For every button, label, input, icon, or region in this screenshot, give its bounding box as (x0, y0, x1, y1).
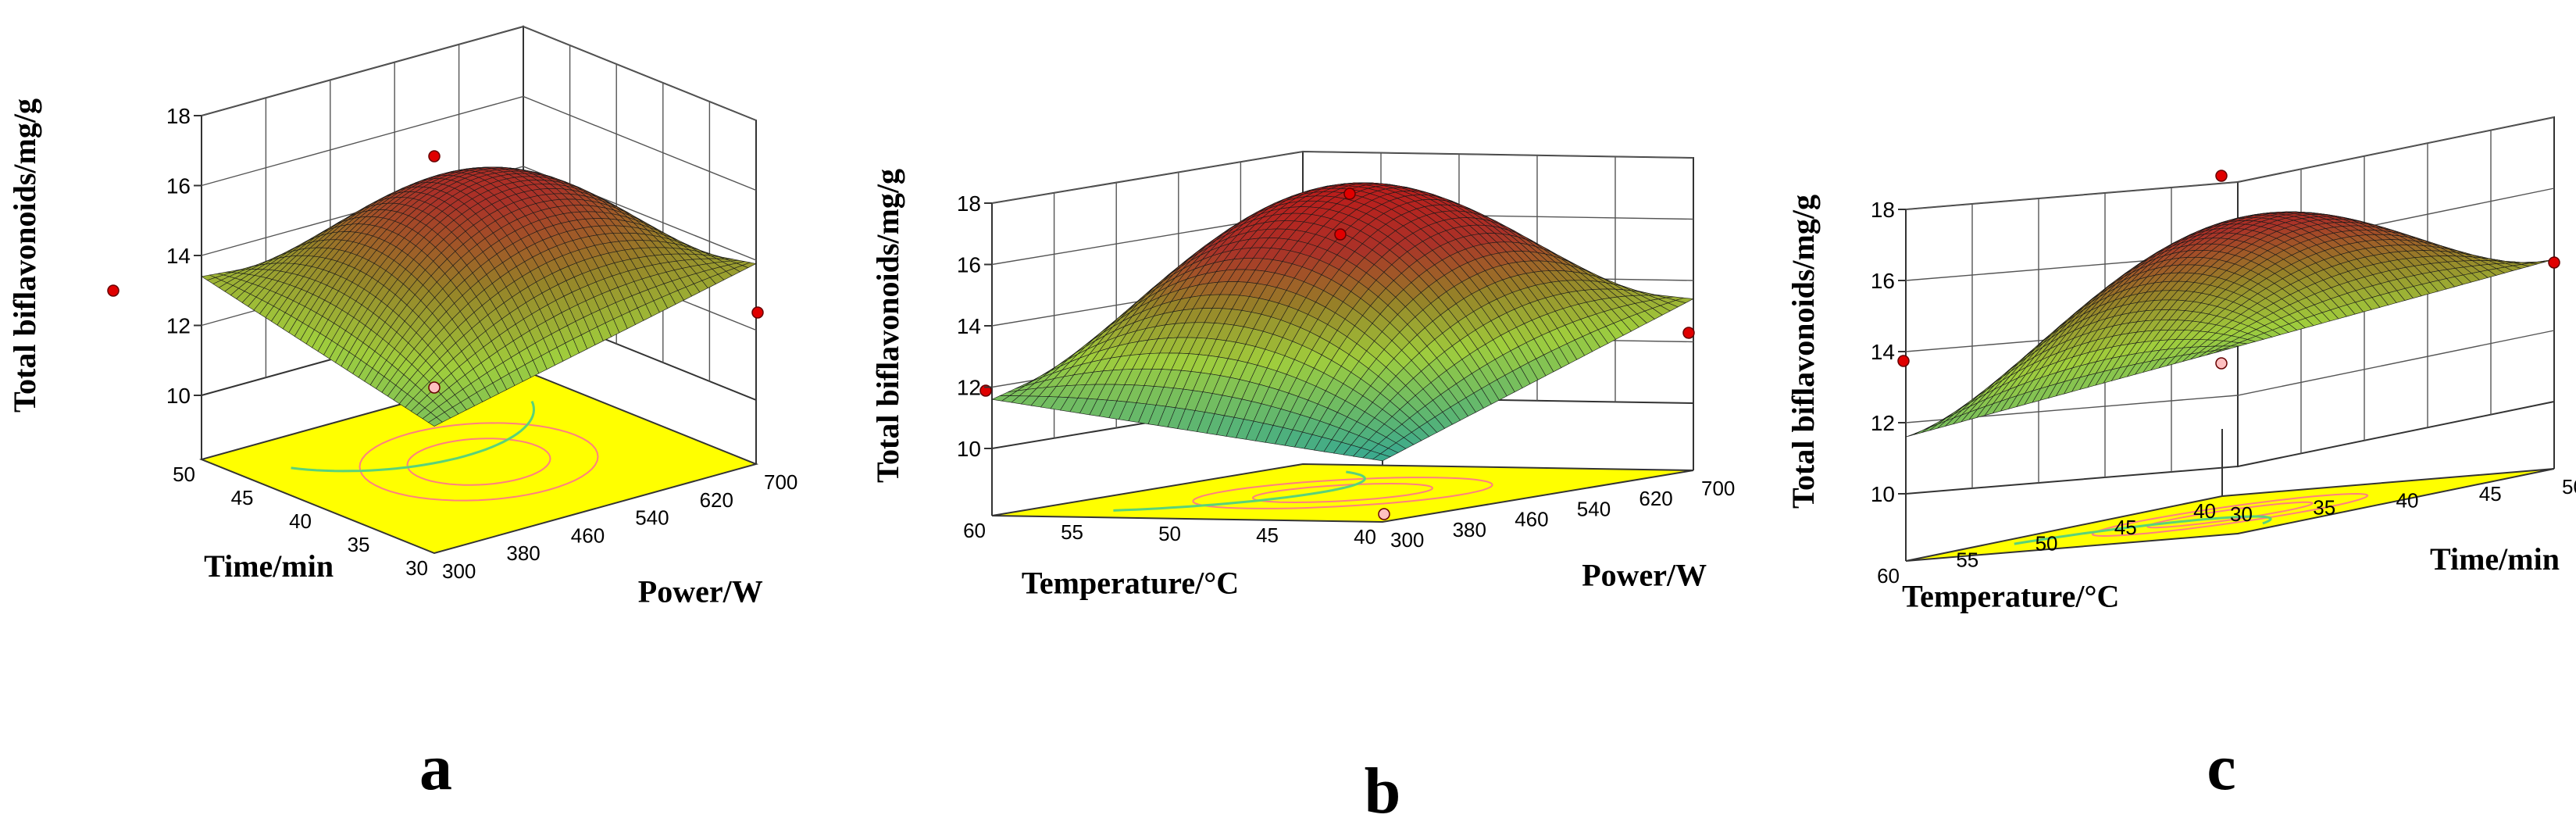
design-point (2215, 357, 2228, 370)
design-point (107, 284, 120, 297)
y-axis-label: Time/min (2430, 541, 2560, 577)
contour-line (291, 401, 536, 473)
response-surface (201, 166, 757, 427)
wall-gridline-z (1905, 116, 2555, 210)
z-tick-label: 16 (957, 253, 981, 277)
x-tick-label: 50 (173, 463, 195, 486)
design-point (2215, 170, 2228, 182)
y-tick-label: 300 (442, 559, 476, 583)
surface-cell (427, 416, 443, 427)
x-tick-label: 45 (2114, 516, 2137, 539)
z-tick-label: 14 (957, 314, 981, 338)
z-tick-label: 12 (166, 314, 191, 338)
x-axis-label: Temperature/°C (1902, 579, 2119, 614)
x-tick-label: 60 (1877, 564, 1900, 588)
x-tick-label: 60 (963, 519, 986, 542)
base-plane (1905, 468, 2555, 562)
y-axis-label: Power/W (638, 573, 763, 609)
y-tick-label: 40 (2396, 489, 2419, 513)
design-point (1334, 228, 1347, 241)
wall-gridline-z (201, 95, 757, 191)
surface-chart-c: 10 12 14 16 18 Total biflavonoids/mg/g 40 45 50 5… (1786, 116, 2576, 804)
y-tick-label: 620 (1639, 487, 1672, 510)
panel-label: c (2207, 731, 2235, 804)
x-tick-label: 45 (1256, 523, 1279, 547)
y-tick-label: 620 (700, 488, 733, 512)
x-tick-label: 50 (2035, 532, 2058, 556)
wall-gridline-z (1905, 330, 2555, 423)
z-tick-label: 10 (1871, 482, 1895, 506)
y-tick-label: 380 (1453, 518, 1486, 541)
z-tick-label: 14 (1871, 340, 1895, 364)
design-point (1897, 355, 1910, 367)
x-tick-label: 50 (1158, 522, 1181, 545)
z-tick-label: 18 (166, 104, 191, 128)
y-tick-label: 380 (506, 541, 540, 565)
design-point (1378, 508, 1390, 520)
z-tick-label: 14 (166, 244, 191, 268)
design-point (428, 381, 441, 394)
design-point (1343, 188, 1356, 200)
y-tick-label: 700 (1701, 477, 1735, 500)
response-surface (1905, 211, 2555, 438)
surface-cell (1372, 453, 1391, 462)
z-tick-label: 18 (1871, 198, 1895, 222)
z-tick-label: 10 (957, 437, 981, 461)
x-tick-label: 55 (1061, 520, 1083, 544)
contour-line (1113, 470, 1366, 512)
y-tick-label: 700 (764, 470, 797, 494)
x-axis-label: Temperature/°C (1022, 566, 1239, 601)
z-axis-label: Total biflavonoids/mg/g (870, 169, 905, 483)
z-axis-label: Total biflavonoids/mg/g (1786, 195, 1821, 509)
y-tick-label: 540 (635, 506, 669, 530)
y-tick-label: 50 (2562, 475, 2576, 498)
design-point (1682, 327, 1695, 339)
x-tick-label: 40 (2193, 499, 2216, 523)
y-tick-label: 460 (1515, 508, 1548, 531)
panel-label: a (419, 731, 452, 804)
response-surface (990, 182, 1695, 462)
design-point (751, 306, 764, 319)
x-tick-label: 30 (405, 556, 428, 580)
y-tick-label: 540 (1577, 497, 1611, 520)
y-axis-label: Power/W (1582, 558, 1707, 593)
z-tick-label: 16 (1871, 269, 1895, 293)
y-tick-label: 300 (1390, 528, 1424, 552)
z-axis-label: Total biflavonoids/mg/g (7, 98, 42, 413)
surface-chart-b: 10 12 14 16 18 Total biflavonoids/mg/g 40 45 50 5… (870, 150, 1735, 827)
x-tick-label: 55 (1956, 548, 1978, 571)
contour-line (2014, 515, 2272, 545)
x-tick-label: 40 (1354, 525, 1376, 548)
z-tick-label: 18 (957, 191, 981, 216)
x-axis-label: Time/min (204, 548, 334, 584)
z-tick-label: 16 (166, 174, 191, 198)
z-tick-label: 12 (1871, 411, 1895, 435)
surface-chart-a: 10 12 14 16 18 Total biflavonoids/mg/g 30 35 40 4… (7, 25, 797, 804)
design-point (2548, 256, 2560, 269)
x-tick-label: 35 (348, 533, 370, 556)
panel-label: b (1365, 755, 1401, 827)
design-point (428, 150, 441, 163)
wall-gridline-z (201, 26, 757, 121)
x-tick-label: 45 (231, 486, 254, 509)
z-tick-label: 10 (166, 384, 191, 408)
z-tick-label: 12 (957, 376, 981, 400)
y-tick-label: 35 (2313, 495, 2335, 519)
y-tick-label: 30 (2230, 502, 2253, 526)
x-tick-label: 40 (289, 509, 312, 533)
wall-gridline-z (991, 151, 1694, 204)
y-tick-label: 460 (571, 523, 605, 547)
y-tick-label: 45 (2479, 482, 2502, 506)
wall-gridline-z (201, 166, 757, 261)
